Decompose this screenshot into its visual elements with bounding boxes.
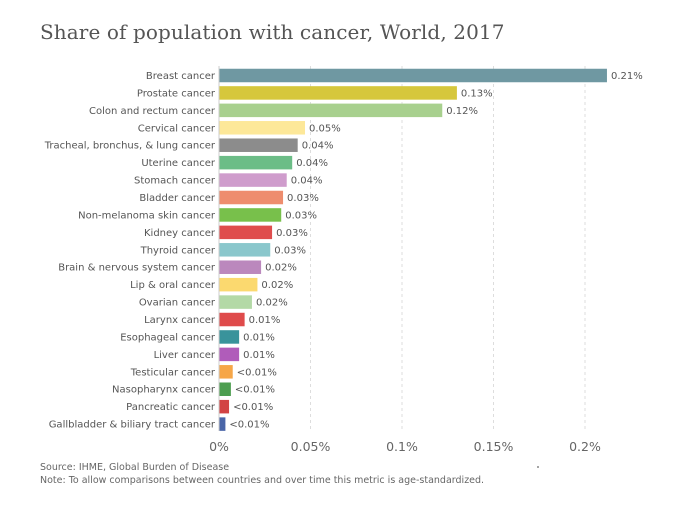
bar bbox=[219, 121, 306, 135]
value-label: 0.12% bbox=[446, 106, 478, 117]
category-label: Thyroid cancer bbox=[140, 245, 216, 256]
category-label: Breast cancer bbox=[146, 71, 216, 82]
category-label: Testicular cancer bbox=[130, 367, 216, 378]
value-label: <0.01% bbox=[237, 367, 277, 378]
chart-title: Share of population with cancer, World, … bbox=[40, 20, 505, 44]
bar bbox=[219, 295, 252, 309]
category-label: Pancreatic cancer bbox=[126, 402, 216, 413]
bar bbox=[219, 190, 284, 205]
category-label: Larynx cancer bbox=[144, 315, 216, 326]
value-label: 0.04% bbox=[302, 141, 334, 152]
bar bbox=[219, 173, 287, 187]
value-label: 0.04% bbox=[296, 158, 328, 169]
x-tick-label: 0.15% bbox=[474, 439, 514, 454]
value-label: 0.03% bbox=[276, 228, 308, 239]
bar bbox=[219, 86, 457, 100]
category-label: Gallbladder & biliary tract cancer bbox=[49, 420, 216, 431]
value-label: 0.01% bbox=[249, 315, 281, 326]
bar bbox=[219, 330, 240, 344]
note-text: Note: To allow comparisons between count… bbox=[40, 475, 485, 486]
bar bbox=[219, 208, 282, 222]
bar bbox=[219, 155, 293, 170]
category-label: Ovarian cancer bbox=[139, 298, 216, 309]
value-label: 0.21% bbox=[611, 71, 643, 82]
x-tick-label: 0.05% bbox=[291, 439, 331, 454]
value-label: 0.03% bbox=[285, 210, 317, 221]
category-label: Cervical cancer bbox=[138, 123, 216, 134]
category-label: Non-melanoma skin cancer bbox=[78, 210, 216, 221]
category-label: Prostate cancer bbox=[137, 88, 216, 99]
category-label: Bladder cancer bbox=[139, 193, 216, 204]
gridlines bbox=[310, 66, 586, 431]
value-label: <0.01% bbox=[233, 402, 273, 413]
value-label: <0.01% bbox=[235, 385, 275, 396]
value-label: 0.13% bbox=[461, 88, 493, 99]
value-label: <0.01% bbox=[229, 420, 269, 431]
bar bbox=[219, 225, 273, 240]
bar bbox=[219, 277, 258, 292]
category-label: Esophageal cancer bbox=[120, 332, 216, 343]
value-label: 0.02% bbox=[256, 298, 288, 309]
bar bbox=[219, 312, 245, 327]
category-label: Liver cancer bbox=[154, 350, 216, 361]
decorative-dot bbox=[537, 466, 539, 468]
category-label: Lip & oral cancer bbox=[130, 280, 216, 291]
bar bbox=[219, 68, 607, 83]
bars: Breast cancer 0.21% Prostate cancer 0.13% Co… bbox=[44, 68, 643, 431]
value-label: 0.04% bbox=[291, 176, 323, 187]
bar bbox=[219, 417, 226, 431]
value-label: 0.02% bbox=[265, 263, 297, 274]
value-label: 0.03% bbox=[287, 193, 319, 204]
x-tick-label: 0.2% bbox=[569, 439, 601, 454]
category-label: Brain & nervous system cancer bbox=[58, 263, 216, 274]
category-label: Stomach cancer bbox=[134, 176, 216, 187]
bar bbox=[219, 243, 271, 257]
bar bbox=[219, 347, 240, 362]
value-label: 0.01% bbox=[243, 332, 275, 343]
bar-chart: Breast cancer 0.21% Prostate cancer 0.13% Co… bbox=[44, 66, 643, 454]
bar bbox=[219, 382, 231, 396]
bar bbox=[219, 260, 262, 274]
bar bbox=[219, 103, 443, 118]
category-label: Uterine cancer bbox=[141, 158, 216, 169]
value-label: 0.01% bbox=[243, 350, 275, 361]
bar bbox=[219, 365, 233, 379]
x-tick-label: 0% bbox=[209, 439, 229, 454]
value-label: 0.05% bbox=[309, 123, 341, 134]
bar bbox=[219, 399, 230, 414]
bar bbox=[219, 138, 298, 152]
x-tick-label: 0.1% bbox=[386, 439, 418, 454]
value-label: 0.03% bbox=[274, 245, 306, 256]
category-label: Nasopharynx cancer bbox=[112, 385, 216, 396]
x-axis: 0% 0.05% 0.1% 0.15% 0.2% bbox=[209, 66, 601, 454]
category-label: Tracheal, bronchus, & lung cancer bbox=[44, 141, 216, 152]
value-label: 0.02% bbox=[261, 280, 293, 291]
category-label: Colon and rectum cancer bbox=[89, 106, 216, 117]
source-text: Source: IHME, Global Burden of Disease bbox=[40, 462, 230, 473]
category-label: Kidney cancer bbox=[144, 228, 216, 239]
